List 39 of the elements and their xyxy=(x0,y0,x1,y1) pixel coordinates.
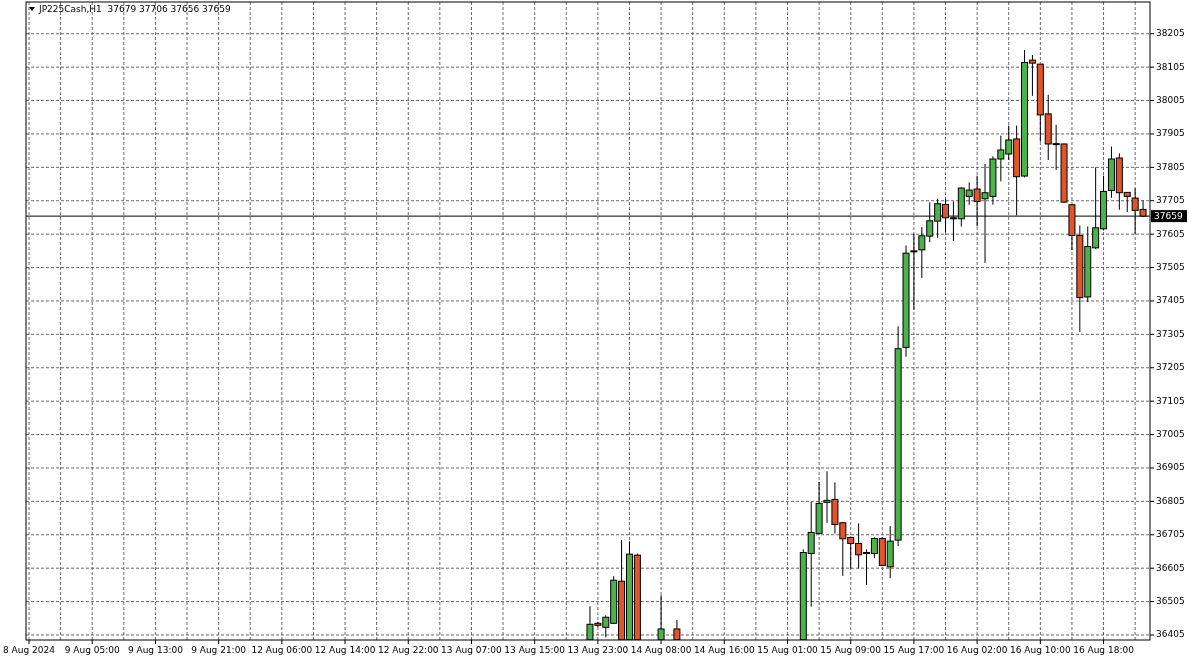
x-tick-label: 9 Aug 13:00 xyxy=(127,645,184,655)
x-tick-label: 15 Aug 09:00 xyxy=(820,645,882,655)
y-tick-label: 37605 xyxy=(1156,228,1185,239)
x-tick-label: 16 Aug 18:00 xyxy=(1073,645,1135,655)
y-tick-label: 37305 xyxy=(1156,328,1185,339)
x-tick-label: 13 Aug 23:00 xyxy=(567,645,629,655)
x-tick-label: 14 Aug 16:00 xyxy=(693,645,755,655)
x-tick-label: 16 Aug 10:00 xyxy=(1009,645,1071,655)
chart-title: JP225Cash,H1 37679 37706 37656 37659 xyxy=(38,4,231,14)
ref-line-label: 37659 xyxy=(1154,210,1183,221)
x-tick-label: 8 Aug 2024 xyxy=(3,645,56,655)
y-tick-label: 37105 xyxy=(1156,395,1185,406)
y-tick-label: 38205 xyxy=(1156,28,1185,39)
x-tick-label: 12 Aug 22:00 xyxy=(377,645,439,655)
y-tick-label: 37505 xyxy=(1156,262,1185,273)
y-tick-label: 37805 xyxy=(1156,161,1185,172)
y-tick-label: 36805 xyxy=(1156,495,1185,506)
y-tick-label: 37905 xyxy=(1156,128,1185,139)
y-tick-label: 36905 xyxy=(1156,462,1185,473)
x-tick-label: 9 Aug 05:00 xyxy=(64,645,120,655)
y-tick-label: 38105 xyxy=(1156,61,1185,72)
x-tick-label: 9 Aug 21:00 xyxy=(191,645,247,655)
y-tick-label: 38005 xyxy=(1156,95,1185,106)
y-tick-label: 36505 xyxy=(1156,596,1185,607)
y-tick-label: 36605 xyxy=(1156,562,1185,573)
y-tick-label: 36405 xyxy=(1156,629,1185,640)
x-tick-label: 15 Aug 17:00 xyxy=(883,645,945,655)
x-tick-label: 13 Aug 15:00 xyxy=(504,645,566,655)
x-tick-label: 12 Aug 14:00 xyxy=(314,645,376,655)
y-tick-label: 37005 xyxy=(1156,429,1185,440)
y-tick-label: 37205 xyxy=(1156,362,1185,373)
x-tick-label: 16 Aug 02:00 xyxy=(946,645,1008,655)
x-tick-label: 15 Aug 01:00 xyxy=(757,645,819,655)
y-tick-label: 37405 xyxy=(1156,295,1185,306)
x-tick-label: 14 Aug 08:00 xyxy=(630,645,692,655)
x-tick-label: 12 Aug 06:00 xyxy=(251,645,313,655)
y-tick-label: 37705 xyxy=(1156,195,1185,206)
x-tick-label: 13 Aug 07:00 xyxy=(441,645,503,655)
y-tick-label: 36705 xyxy=(1156,529,1185,540)
